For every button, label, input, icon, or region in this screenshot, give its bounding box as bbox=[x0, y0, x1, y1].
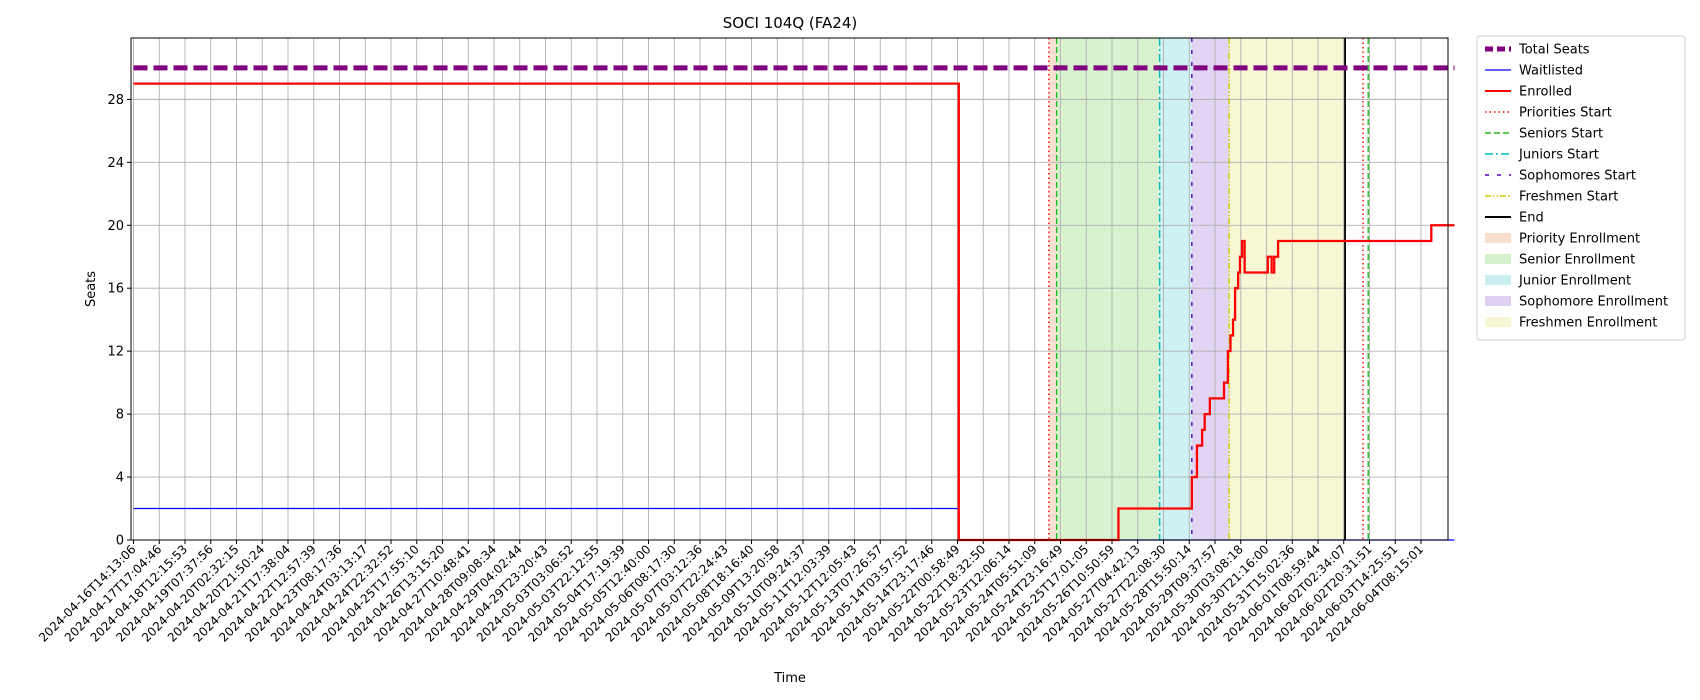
legend-label: Juniors Start bbox=[1518, 148, 1599, 163]
legend-label: Freshmen Start bbox=[1519, 190, 1618, 205]
phase-lines bbox=[1048, 38, 1369, 540]
y-tick-label: 0 bbox=[116, 534, 124, 549]
legend-label: Enrolled bbox=[1519, 85, 1572, 100]
legend-label: Priority Enrollment bbox=[1519, 232, 1640, 247]
y-axis-label: Seats bbox=[84, 271, 99, 307]
legend-label: End bbox=[1519, 211, 1544, 226]
chart-title: SOCI 104Q (FA24) bbox=[723, 14, 858, 32]
legend-label: Total Seats bbox=[1518, 43, 1590, 58]
legend: Total Seats Waitlisted Enrolled Priorities … bbox=[1476, 35, 1686, 341]
legend-label: Sophomores Start bbox=[1519, 169, 1636, 184]
legend-label: Waitlisted bbox=[1519, 64, 1583, 79]
legend-label: Priorities Start bbox=[1519, 106, 1612, 121]
y-tick-label: 20 bbox=[107, 219, 124, 234]
y-tick-label: 12 bbox=[107, 345, 124, 360]
phase-span-0 bbox=[1048, 38, 1057, 540]
legend-label: Freshmen Enrollment bbox=[1519, 316, 1657, 331]
phase-span-2 bbox=[1159, 38, 1192, 540]
legend-swatch bbox=[1485, 275, 1511, 285]
y-tick-label: 4 bbox=[116, 471, 124, 486]
y-tick-label: 28 bbox=[107, 93, 124, 108]
y-tick-label: 16 bbox=[107, 282, 124, 297]
phase-span-1 bbox=[1056, 38, 1160, 540]
legend-label: Junior Enrollment bbox=[1518, 274, 1631, 289]
phase-span-4 bbox=[1229, 38, 1346, 540]
legend-label: Sophomore Enrollment bbox=[1519, 295, 1668, 310]
legend-label: Seniors Start bbox=[1519, 127, 1603, 142]
legend-swatch bbox=[1485, 254, 1511, 264]
legend-swatch bbox=[1485, 296, 1511, 306]
x-axis-ticks: 2024-04-16T14:13:062024-04-17T17:04:4620… bbox=[36, 540, 1426, 645]
y-tick-label: 8 bbox=[116, 408, 124, 423]
x-axis-label: Time bbox=[773, 671, 806, 686]
y-axis-ticks: 0 4 8 12 16 20 24 28 bbox=[107, 93, 131, 549]
legend-swatch bbox=[1485, 317, 1511, 327]
phase-spans bbox=[1048, 38, 1346, 540]
y-tick-label: 24 bbox=[107, 156, 124, 171]
plot-frame bbox=[130, 37, 1449, 541]
series-line-2 bbox=[133, 82, 1455, 542]
legend-label: Senior Enrollment bbox=[1519, 253, 1635, 268]
legend-box bbox=[1476, 35, 1686, 341]
legend-swatch bbox=[1485, 233, 1511, 243]
